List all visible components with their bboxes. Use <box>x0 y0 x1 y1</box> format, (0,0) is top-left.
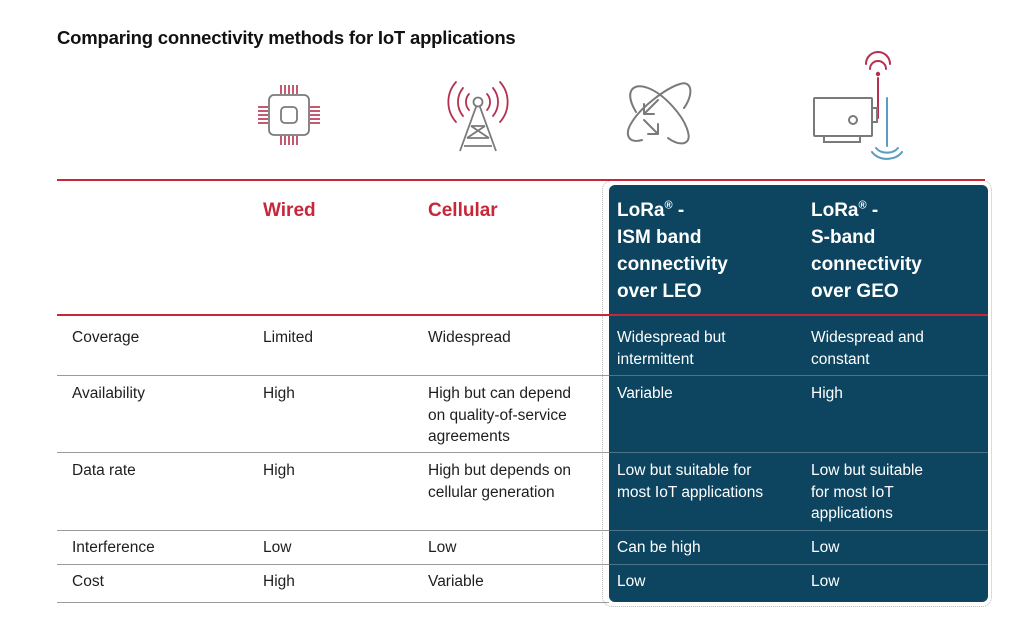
row-label-data-rate: Data rate <box>72 462 136 479</box>
row-divider <box>57 375 988 376</box>
page-title: Comparing connectivity methods for IoT a… <box>57 27 516 48</box>
cell-cellular-coverage: Widespread <box>428 329 511 346</box>
panel-row-divider <box>609 530 988 531</box>
panel-row-divider <box>609 375 988 376</box>
cell-geo-data-rate: Low but suitable for most IoT applications <box>811 462 924 522</box>
cell-geo-cost: Low <box>811 573 840 590</box>
row-label-coverage: Coverage <box>72 329 140 346</box>
cell-cellular-interference: Low <box>428 539 457 556</box>
row-divider <box>57 564 988 565</box>
cell-leo-coverage: Widespread but intermittent <box>617 329 726 368</box>
panel-row-divider <box>609 452 988 453</box>
top-rule <box>57 179 985 181</box>
cell-wired-interference: Low <box>263 539 292 556</box>
row-label-availability: Availability <box>72 385 145 402</box>
col-header-lora-geo: LoRa® - S-band connectivity over GEO <box>811 199 922 302</box>
cell-tower-icon <box>447 81 509 152</box>
header-rule <box>57 314 988 316</box>
cell-cellular-availability: High but can depend on quality-of-service… <box>428 385 572 445</box>
cell-leo-data-rate: Low but suitable for most IoT application… <box>617 462 764 501</box>
cell-wired-availability: High <box>263 385 295 402</box>
row-label-cost: Cost <box>72 573 104 590</box>
lora-highlight-panel <box>609 185 988 602</box>
satellite-orbit-icon <box>626 82 692 145</box>
cell-cellular-cost: Variable <box>428 573 484 590</box>
cell-geo-interference: Low <box>811 539 840 556</box>
cell-wired-cost: High <box>263 573 295 590</box>
cell-geo-coverage: Widespread and constant <box>811 329 924 368</box>
row-label-interference: Interference <box>72 539 155 556</box>
panel-row-divider <box>609 564 988 565</box>
row-divider <box>57 602 609 603</box>
cell-leo-interference: Can be high <box>617 539 701 556</box>
row-divider <box>57 530 988 531</box>
chip-icon <box>258 85 320 145</box>
gateway-antenna-icon <box>813 51 903 160</box>
cell-leo-cost: Low <box>617 573 646 590</box>
cell-wired-data-rate: High <box>263 462 295 479</box>
cell-wired-coverage: Limited <box>263 329 313 346</box>
cell-cellular-data-rate: High but depends on cellular generation <box>428 462 572 501</box>
col-header-lora-leo: LoRa® - ISM band connectivity over LEO <box>617 199 728 302</box>
cell-geo-availability: High <box>811 385 843 402</box>
col-header-cellular: Cellular <box>428 200 498 221</box>
row-divider <box>57 452 988 453</box>
col-header-wired: Wired <box>263 200 316 221</box>
cell-leo-availability: Variable <box>617 385 673 402</box>
